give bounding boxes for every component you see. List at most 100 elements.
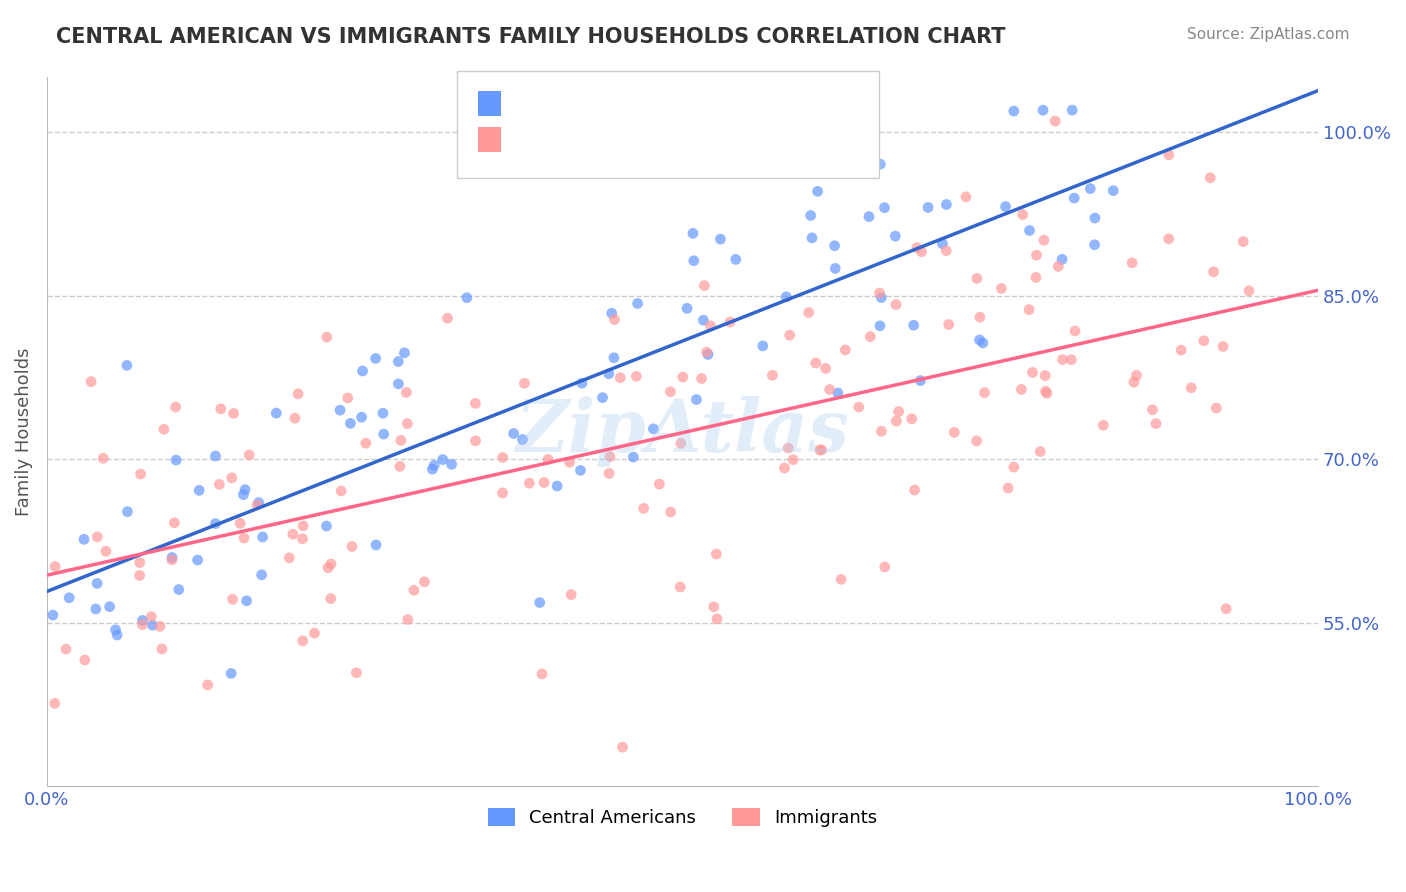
Point bbox=[291, 532, 314, 546]
Point bbox=[160, 553, 183, 567]
Point bbox=[1122, 375, 1144, 389]
Point bbox=[222, 406, 245, 420]
Point bbox=[870, 291, 893, 305]
Point bbox=[319, 557, 342, 571]
Point bbox=[834, 343, 856, 357]
Point bbox=[546, 479, 568, 493]
Point bbox=[319, 591, 342, 606]
Point bbox=[98, 599, 121, 614]
Text: R = 0.593   N =  97: R = 0.593 N = 97 bbox=[506, 96, 697, 115]
Point bbox=[364, 538, 387, 552]
Point bbox=[436, 311, 458, 326]
Point bbox=[633, 501, 655, 516]
Point bbox=[935, 197, 957, 211]
Point bbox=[371, 406, 394, 420]
Point bbox=[58, 591, 80, 605]
Point bbox=[1142, 402, 1164, 417]
Point bbox=[609, 370, 631, 384]
Point bbox=[104, 623, 127, 637]
Point bbox=[955, 190, 977, 204]
Point bbox=[315, 330, 337, 344]
Point bbox=[972, 335, 994, 350]
Point bbox=[389, 434, 412, 448]
Point bbox=[456, 291, 478, 305]
Point bbox=[252, 530, 274, 544]
Point bbox=[1032, 103, 1054, 118]
Point bbox=[187, 553, 209, 567]
Point bbox=[682, 253, 704, 268]
Point bbox=[598, 367, 620, 381]
Point bbox=[432, 452, 454, 467]
Y-axis label: Family Households: Family Households bbox=[15, 348, 32, 516]
Text: R = 0.425   N = 156: R = 0.425 N = 156 bbox=[506, 132, 704, 151]
Point bbox=[773, 461, 796, 475]
Point bbox=[870, 424, 893, 438]
Point bbox=[569, 463, 592, 477]
Point bbox=[131, 617, 153, 632]
Point bbox=[246, 498, 269, 512]
Text: CENTRAL AMERICAN VS IMMIGRANTS FAMILY HOUSEHOLDS CORRELATION CHART: CENTRAL AMERICAN VS IMMIGRANTS FAMILY HO… bbox=[56, 27, 1005, 46]
Point bbox=[464, 396, 486, 410]
Point bbox=[724, 252, 747, 267]
Point bbox=[149, 619, 172, 633]
Point bbox=[44, 559, 66, 574]
Point bbox=[94, 544, 117, 558]
Point bbox=[537, 452, 560, 467]
Point bbox=[775, 290, 797, 304]
Point bbox=[153, 422, 176, 436]
Point bbox=[917, 201, 939, 215]
Point bbox=[291, 633, 314, 648]
Point bbox=[1052, 352, 1074, 367]
Point bbox=[364, 351, 387, 366]
Point bbox=[873, 560, 896, 574]
Point bbox=[994, 200, 1017, 214]
Point bbox=[1092, 418, 1115, 433]
Point bbox=[188, 483, 211, 498]
Point bbox=[603, 312, 626, 326]
Point bbox=[884, 297, 907, 311]
Point bbox=[1025, 248, 1047, 262]
Point bbox=[316, 561, 339, 575]
Point bbox=[266, 406, 288, 420]
Point bbox=[643, 422, 665, 436]
Point bbox=[1084, 237, 1107, 252]
Point bbox=[1021, 366, 1043, 380]
Point bbox=[1063, 191, 1085, 205]
Point bbox=[387, 376, 409, 391]
Point bbox=[592, 391, 614, 405]
Point bbox=[502, 426, 524, 441]
Point bbox=[128, 568, 150, 582]
Point bbox=[250, 567, 273, 582]
Point bbox=[232, 488, 254, 502]
Point bbox=[413, 574, 436, 589]
Point bbox=[669, 436, 692, 450]
Point bbox=[1157, 148, 1180, 162]
Point bbox=[167, 582, 190, 597]
Point bbox=[884, 229, 907, 244]
Point bbox=[388, 459, 411, 474]
Point bbox=[329, 403, 352, 417]
Point bbox=[530, 666, 553, 681]
Point bbox=[128, 556, 150, 570]
Point bbox=[150, 642, 173, 657]
Point bbox=[387, 354, 409, 368]
Point bbox=[612, 740, 634, 755]
Point bbox=[1018, 223, 1040, 237]
Point bbox=[344, 665, 367, 680]
Point bbox=[997, 481, 1019, 495]
Point bbox=[627, 296, 650, 310]
Point bbox=[44, 697, 66, 711]
Point bbox=[659, 505, 682, 519]
Point bbox=[284, 411, 307, 425]
Point bbox=[304, 626, 326, 640]
Point bbox=[1125, 368, 1147, 383]
Point bbox=[86, 576, 108, 591]
Point bbox=[513, 376, 536, 391]
Point bbox=[869, 285, 891, 300]
Point bbox=[699, 318, 721, 333]
Point bbox=[1035, 384, 1057, 399]
Point bbox=[1036, 386, 1059, 401]
Point bbox=[626, 369, 648, 384]
Point bbox=[73, 653, 96, 667]
Point bbox=[676, 301, 699, 316]
